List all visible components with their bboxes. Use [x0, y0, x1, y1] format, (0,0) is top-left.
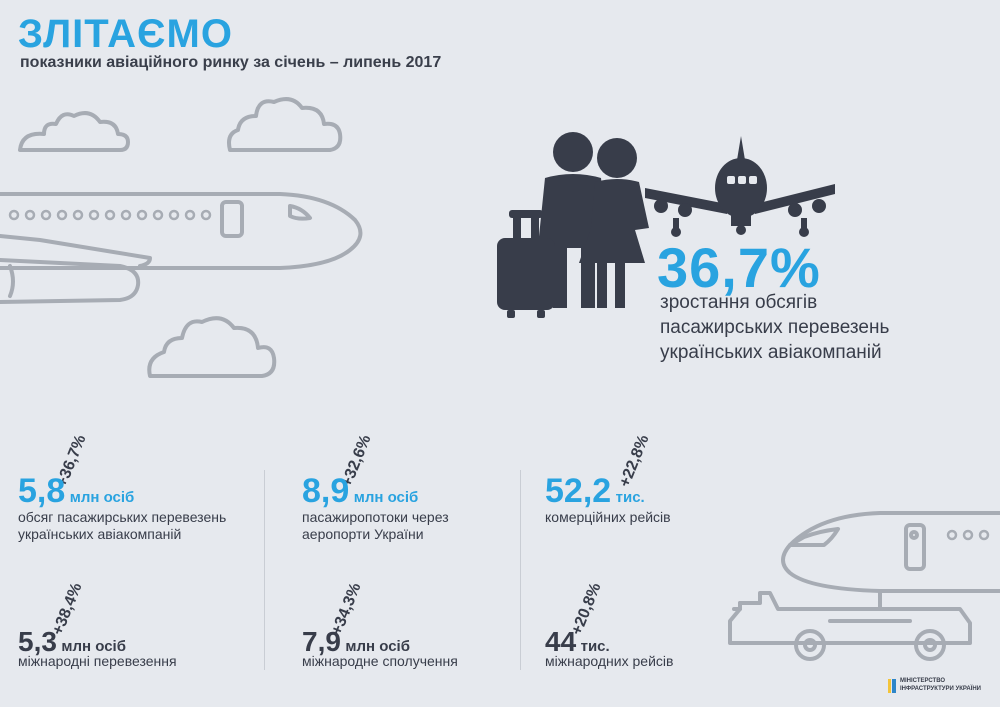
airport-tug-icon: [728, 511, 1000, 661]
stat-block: 44 тис.: [545, 623, 610, 661]
suitcase-icon: [497, 210, 555, 318]
stat-unit: млн осіб: [61, 638, 126, 655]
column-divider: [264, 470, 265, 670]
ministry-line: ІНФРАСТРУКТУРИ УКРАЇНИ: [900, 686, 981, 692]
ministry-logo-icon: [888, 679, 896, 693]
ministry-label: МІНІСТЕРСТВО ІНФРАСТРУКТУРИ УКРАЇНИ: [900, 677, 990, 693]
stat-desc: міжнародні перевезення: [18, 653, 177, 669]
stat-value: 8,9: [302, 472, 350, 510]
stat-value: 7,9: [302, 626, 341, 657]
airplane-front-icon: [645, 136, 835, 237]
stat-desc: комерційних рейсів: [545, 509, 671, 525]
page-title: ЗЛІТАЄМО: [18, 12, 233, 56]
stat-desc: міжнародне сполучення: [302, 653, 458, 669]
hero-caption-line: пасажирських перевезень: [660, 317, 890, 338]
stat-unit: тис.: [615, 489, 645, 506]
stat-desc: українських авіакомпаній: [18, 526, 182, 542]
hero-caption-line: українських авіакомпаній: [660, 342, 882, 363]
stat-block: 5,8 млн осіб: [18, 472, 134, 510]
stat-unit: млн осіб: [353, 489, 419, 506]
airplane-outline-icon: [0, 97, 363, 378]
page-subtitle: показники авіаційного ринку за січень – …: [20, 54, 442, 71]
column-divider: [520, 470, 521, 670]
stat-value: 5,3: [18, 626, 57, 657]
stat-unit: тис.: [580, 638, 610, 655]
ministry-line: МІНІСТЕРСТВО: [900, 678, 946, 684]
stat-block: 8,9 млн осіб: [302, 472, 418, 510]
stat-unit: млн осіб: [345, 638, 410, 655]
stat-value: 44: [545, 626, 577, 657]
stat-block: 7,9 млн осіб: [302, 623, 410, 661]
stat-block: 52,2 тис.: [545, 472, 645, 510]
stat-value: 52,2: [545, 472, 612, 510]
stat-desc: пасажиропотоки через: [302, 509, 449, 525]
stat-desc: аеропорти України: [302, 526, 424, 542]
stat-desc: обсяг пасажирських перевезень: [18, 509, 227, 525]
cloud-icon: [147, 316, 277, 378]
hero-percent: 36,7%: [657, 236, 821, 299]
stat-value: 5,8: [18, 472, 66, 510]
stat-unit: млн осіб: [69, 489, 135, 506]
cloud-icon: [18, 111, 130, 152]
stat-block: 5,3 млн осіб: [18, 623, 126, 661]
stat-desc: міжнародних рейсів: [545, 653, 674, 669]
hero-caption-line: зростання обсягів: [660, 292, 818, 313]
cloud-icon: [227, 97, 343, 152]
travelers-icon: [497, 132, 835, 318]
